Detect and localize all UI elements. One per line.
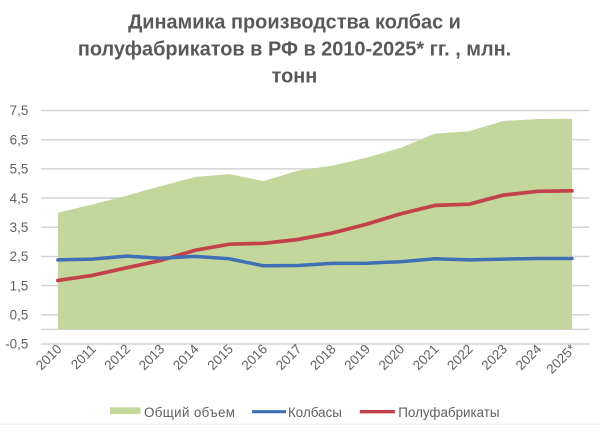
svg-text:Общий объем: Общий объем bbox=[144, 405, 235, 420]
svg-text:тонн: тонн bbox=[272, 66, 318, 88]
svg-text:-0,5: -0,5 bbox=[5, 337, 28, 352]
svg-text:полуфабрикатов в РФ в 2010-202: полуфабрикатов в РФ в 2010-2025* гг. , м… bbox=[78, 39, 511, 61]
svg-text:4,5: 4,5 bbox=[10, 191, 29, 206]
svg-text:0,5: 0,5 bbox=[10, 308, 29, 323]
svg-text:6,5: 6,5 bbox=[10, 132, 29, 147]
svg-text:3,5: 3,5 bbox=[10, 220, 29, 235]
svg-text:Динамика производства колбас и: Динамика производства колбас и bbox=[128, 12, 461, 34]
svg-text:5,5: 5,5 bbox=[10, 162, 29, 177]
svg-text:7,5: 7,5 bbox=[10, 103, 29, 118]
svg-text:Колбасы: Колбасы bbox=[288, 405, 342, 420]
svg-text:Полуфабрикаты: Полуфабрикаты bbox=[398, 405, 499, 420]
svg-text:2,5: 2,5 bbox=[10, 249, 29, 264]
svg-text:1,5: 1,5 bbox=[10, 278, 29, 293]
